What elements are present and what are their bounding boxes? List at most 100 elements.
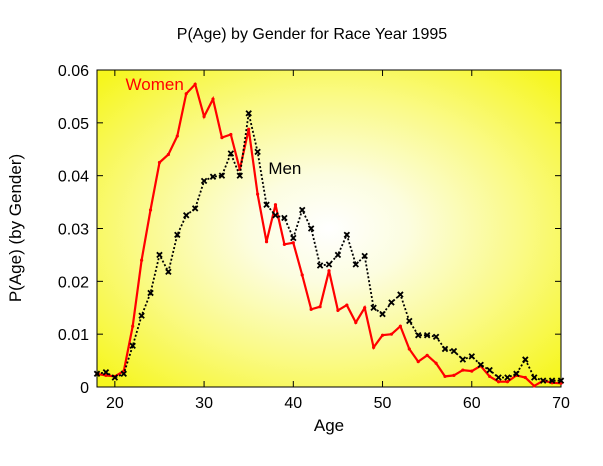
- y-tick-label: 0.04: [58, 169, 89, 186]
- data-point-men: [129, 342, 136, 350]
- y-tick-label: 0.02: [58, 274, 89, 291]
- data-point-women: [229, 132, 233, 137]
- data-point-women: [273, 203, 278, 207]
- data-point-men: [290, 234, 297, 242]
- data-point-women: [345, 303, 349, 307]
- data-point-men: [468, 353, 476, 360]
- data-point-men: [432, 333, 440, 341]
- data-point-women: [282, 242, 286, 246]
- data-point-women: [425, 353, 429, 357]
- data-point-women: [416, 360, 420, 364]
- x-tick-label: 20: [106, 395, 124, 412]
- data-point-men: [486, 366, 493, 374]
- data-point-men: [245, 110, 252, 117]
- data-point-men: [459, 356, 467, 363]
- data-point-men: [325, 261, 333, 268]
- data-point-women: [220, 136, 224, 140]
- data-point-women: [434, 361, 438, 365]
- data-point-men: [298, 206, 306, 214]
- x-tick-label: 30: [195, 395, 213, 412]
- data-point-men: [191, 205, 199, 212]
- data-point-women: [336, 308, 340, 312]
- data-point-men: [406, 317, 413, 325]
- data-point-women: [202, 114, 206, 119]
- x-tick-label: 50: [374, 395, 392, 412]
- plot-area: [96, 69, 562, 388]
- data-point-women: [211, 97, 215, 101]
- data-point-men: [227, 150, 235, 157]
- data-point-women: [505, 380, 510, 384]
- y-axis-label: P(Age) (by Gender): [6, 154, 25, 302]
- data-point-men: [539, 377, 547, 384]
- data-point-men: [414, 331, 422, 339]
- data-point-women: [452, 373, 456, 377]
- data-point-men: [388, 299, 395, 306]
- y-tick-label: 0.03: [58, 222, 89, 239]
- data-point-men: [263, 201, 270, 208]
- data-point-men: [209, 173, 217, 180]
- data-point-men: [379, 310, 386, 318]
- data-point-men: [93, 370, 101, 378]
- x-tick-label: 70: [552, 395, 570, 412]
- data-point-women: [327, 269, 331, 273]
- data-point-women: [131, 324, 135, 328]
- data-point-women: [523, 375, 527, 380]
- data-point-men: [120, 370, 128, 378]
- data-point-men: [343, 231, 351, 239]
- data-point-women: [264, 240, 269, 244]
- data-point-women: [175, 134, 179, 138]
- data-point-men: [316, 262, 324, 269]
- annotation-women: Women: [126, 75, 184, 94]
- data-point-men: [548, 377, 556, 384]
- data-point-women: [532, 384, 536, 388]
- data-point-men: [450, 347, 458, 355]
- y-tick-label: 0.05: [58, 116, 89, 133]
- data-point-men: [147, 289, 154, 297]
- data-point-women: [291, 241, 295, 245]
- data-point-men: [138, 312, 145, 319]
- data-point-women: [256, 192, 260, 196]
- data-point-men: [522, 356, 529, 363]
- data-point-women: [443, 374, 447, 379]
- data-point-women: [372, 345, 376, 349]
- x-tick-label: 60: [463, 395, 481, 412]
- data-point-men: [361, 252, 368, 260]
- data-point-women: [300, 273, 304, 277]
- chart-title: P(Age) by Gender for Race Year 1995: [177, 26, 447, 43]
- data-point-men: [174, 231, 181, 239]
- data-point-men: [513, 370, 520, 378]
- series-layer: [93, 82, 565, 388]
- data-point-men: [504, 374, 511, 381]
- annotation-men: Men: [268, 159, 301, 178]
- data-point-women: [148, 208, 153, 212]
- data-point-men: [370, 304, 377, 311]
- data-point-men: [530, 374, 538, 381]
- y-tick-label: 0.06: [58, 63, 89, 80]
- data-point-men: [156, 251, 163, 259]
- data-point-men: [397, 291, 404, 298]
- data-point-men: [111, 374, 119, 381]
- axis-ticks: 20 30 40 50 60 70 0 0.01 0.02 0.03 0.04 0.05 0.06: [58, 63, 570, 412]
- data-point-women: [157, 160, 162, 165]
- data-point-men: [352, 261, 360, 268]
- data-point-men: [236, 172, 244, 179]
- data-point-women: [407, 347, 411, 351]
- data-point-women: [166, 152, 170, 157]
- data-point-men: [495, 374, 502, 381]
- data-point-men: [307, 225, 315, 232]
- annotation-layer: Women Men: [126, 75, 302, 178]
- data-point-women: [398, 324, 402, 328]
- x-tick-label: 40: [284, 395, 302, 412]
- data-point-men: [165, 268, 172, 276]
- data-point-women: [354, 320, 358, 325]
- data-point-men: [254, 148, 261, 156]
- data-point-men: [182, 212, 190, 219]
- data-point-men: [272, 212, 279, 219]
- data-point-women: [193, 82, 197, 86]
- data-point-women: [363, 306, 367, 310]
- data-point-women: [488, 374, 492, 379]
- data-point-women: [184, 92, 188, 96]
- data-point-men: [441, 345, 449, 353]
- data-point-women: [104, 373, 108, 377]
